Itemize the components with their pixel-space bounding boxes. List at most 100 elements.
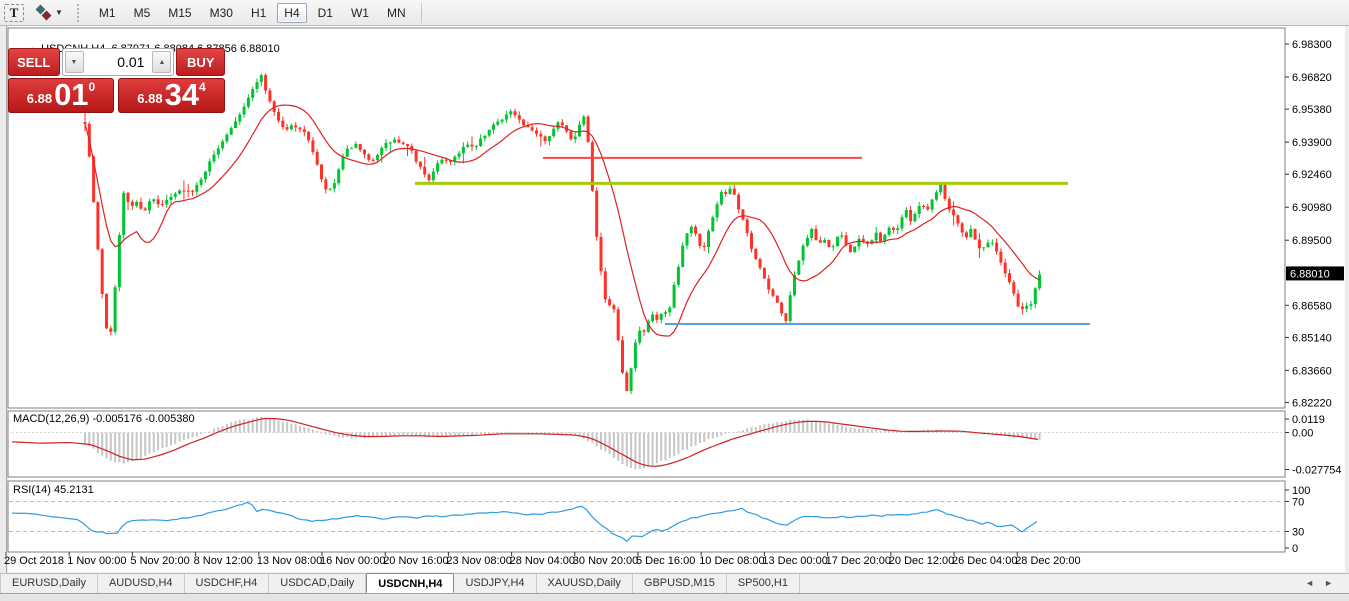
macd-signal-line — [11, 417, 1039, 467]
text-label-tool-icon[interactable]: T — [4, 3, 24, 22]
buy-price-panel[interactable]: 6.88 34 4 — [118, 78, 225, 113]
toolbar-grip — [76, 3, 82, 22]
chart-tab-usdjpy-h4[interactable]: USDJPY,H4 — [454, 574, 537, 593]
time-label: 10 Dec 08:00 — [699, 555, 765, 567]
dropdown-caret-icon[interactable]: ▼ — [55, 8, 63, 17]
svg-text:0.00: 0.00 — [1292, 428, 1313, 440]
toolbar-separator — [420, 2, 422, 23]
svg-text:6.85140: 6.85140 — [1292, 332, 1332, 344]
timeframe-button-m5[interactable]: M5 — [133, 5, 151, 20]
rsi-label: RSI(14) 45.2131 — [13, 484, 94, 496]
buy-price-prefix: 6.88 — [137, 91, 163, 106]
svg-text:6.88010: 6.88010 — [1290, 268, 1330, 280]
timeframe-button-w1[interactable]: W1 — [350, 5, 369, 20]
timeframe-button-m1[interactable]: M1 — [98, 5, 116, 20]
macd-pane — [7, 410, 1286, 478]
sell-price-prefix: 6.88 — [26, 91, 53, 106]
ohlc-close: 6.88010 — [239, 43, 280, 55]
time-label: 20 Nov 16:00 — [383, 555, 449, 567]
svg-text:0.0119: 0.0119 — [1292, 414, 1325, 426]
chart-tab-bar: EURUSD,Daily AUDUSD,H4 USDCHF,H4 USDCAD,Dai… — [0, 573, 1349, 594]
chart-tab-audusd-h4[interactable]: AUDUSD,H4 — [98, 574, 185, 593]
time-label: 26 Dec 04:00 — [952, 555, 1018, 567]
sell-price-pip: 0 — [88, 80, 96, 94]
time-axis: 29 Oct 2018 1 Nov 00:00 5 Nov 20:00 8 Nov 1… — [0, 555, 1349, 571]
buy-price-big: 34 — [164, 77, 200, 113]
time-label: 23 Nov 08:00 — [446, 555, 512, 567]
rsi-line — [11, 501, 1038, 542]
time-label: 8 Nov 12:00 — [193, 555, 253, 567]
top-toolbar: T ▼ M1 M5 M15 M30 H1 H4 D1 W1 MN — [0, 0, 1349, 26]
price-pane — [7, 27, 1286, 409]
rsi-pane — [7, 480, 1286, 553]
indicator-arrows-icon[interactable] — [35, 4, 53, 21]
timeframe-button-h4[interactable]: H4 — [277, 2, 307, 23]
time-label: 16 Nov 00:00 — [320, 555, 386, 567]
svg-text:30: 30 — [1292, 527, 1304, 539]
svg-text:0: 0 — [1292, 543, 1298, 555]
tab-scroll-left-icon[interactable]: ◄ — [1305, 578, 1325, 588]
timeframe-button-m15[interactable]: M15 — [168, 5, 192, 20]
sell-button[interactable]: SELL — [8, 48, 60, 76]
price-axis: 6.98300 6.96820 6.95380 6.93900 6.92460 6.909… — [5, 39, 1344, 556]
chart-tab-eurusd-daily[interactable]: EURUSD,Daily — [0, 574, 98, 593]
volume-increase-button[interactable]: ▲ — [152, 51, 172, 73]
chart-tab-xauusd-daily[interactable]: XAUUSD,Daily — [537, 574, 633, 593]
chart-tab-usdchf-h4[interactable]: USDCHF,H4 — [185, 574, 270, 593]
tab-list: EURUSD,Daily AUDUSD,H4 USDCHF,H4 USDCAD,Dai… — [0, 573, 800, 593]
time-label: 29 Oct 2018 — [4, 555, 64, 567]
chart-tab-gbpusd-m15[interactable]: GBPUSD,M15 — [633, 574, 727, 593]
chart-tab-usdcnh-h4[interactable]: USDCNH,H4 — [366, 573, 455, 593]
tab-scroll-right-icon[interactable]: ► — [1324, 578, 1343, 588]
current-price-tag — [1286, 266, 1344, 281]
svg-text:100: 100 — [1292, 485, 1310, 497]
time-label: 5 Nov 20:00 — [130, 555, 190, 567]
buy-price-pip: 4 — [199, 80, 206, 94]
svg-text:6.98300: 6.98300 — [1292, 39, 1332, 51]
tab-scroll-arrows[interactable]: ◄► — [1305, 578, 1343, 588]
chart-tab-sp500-h1[interactable]: SP500,H1 — [727, 574, 800, 593]
time-label: 5 Dec 16:00 — [636, 555, 696, 567]
chart-tab-usdcad-daily[interactable]: USDCAD,Daily — [269, 574, 367, 593]
time-label: 28 Dec 20:00 — [1015, 555, 1081, 567]
svg-text:6.95380: 6.95380 — [1292, 104, 1332, 116]
macd-histogram — [84, 416, 1041, 470]
timeframe-button-d1[interactable]: D1 — [317, 5, 333, 20]
svg-text:6.93900: 6.93900 — [1292, 137, 1332, 149]
volume-input[interactable]: 0.01 — [117, 54, 145, 70]
buy-button[interactable]: BUY — [176, 48, 225, 76]
volume-decrease-button[interactable]: ▼ — [64, 51, 84, 73]
svg-text:6.89500: 6.89500 — [1292, 235, 1332, 247]
moving-average-line — [84, 104, 1040, 337]
window-edge — [6, 26, 7, 573]
timeframe-button-m30[interactable]: M30 — [209, 5, 233, 20]
timeframe-button-h1[interactable]: H1 — [250, 5, 267, 20]
svg-text:6.92460: 6.92460 — [1292, 169, 1332, 181]
timeframe-button-mn[interactable]: MN — [386, 5, 406, 20]
chart-panes — [7, 27, 1286, 553]
svg-text:-0.027754: -0.027754 — [1292, 465, 1342, 477]
time-label: 1 Nov 00:00 — [67, 555, 127, 567]
macd-label: MACD(12,26,9) -0.005176 -0.005380 — [13, 413, 195, 425]
candlesticks — [83, 73, 1042, 395]
svg-text:6.96820: 6.96820 — [1292, 72, 1332, 84]
time-label: 28 Nov 04:00 — [509, 555, 576, 567]
sell-price-big: 01 — [54, 77, 89, 113]
time-label: 13 Nov 08:00 — [256, 555, 323, 567]
sell-price-panel[interactable]: 6.88 01 0 — [8, 78, 114, 113]
time-label: 30 Nov 20:00 — [572, 555, 639, 567]
time-label: 20 Dec 12:00 — [888, 555, 955, 567]
time-label: 13 Dec 00:00 — [762, 555, 828, 567]
volume-field[interactable]: ▼ 0.01 ▲ — [61, 48, 175, 76]
timeframe-group: M1 M5 M15 M30 H1 H4 D1 W1 MN — [90, 2, 415, 23]
svg-text:6.86580: 6.86580 — [1292, 300, 1332, 312]
svg-text:70: 70 — [1292, 497, 1304, 509]
one-click-trading-panel: SELL ▼ 0.01 ▲ BUY 6.88 01 0 6.88 34 4 — [8, 48, 225, 113]
window-bottom-strip — [0, 595, 1349, 601]
svg-text:6.82220: 6.82220 — [1292, 398, 1332, 410]
time-label: 17 Dec 20:00 — [825, 555, 892, 567]
svg-text:6.83660: 6.83660 — [1292, 365, 1332, 377]
svg-text:6.90980: 6.90980 — [1292, 202, 1332, 214]
